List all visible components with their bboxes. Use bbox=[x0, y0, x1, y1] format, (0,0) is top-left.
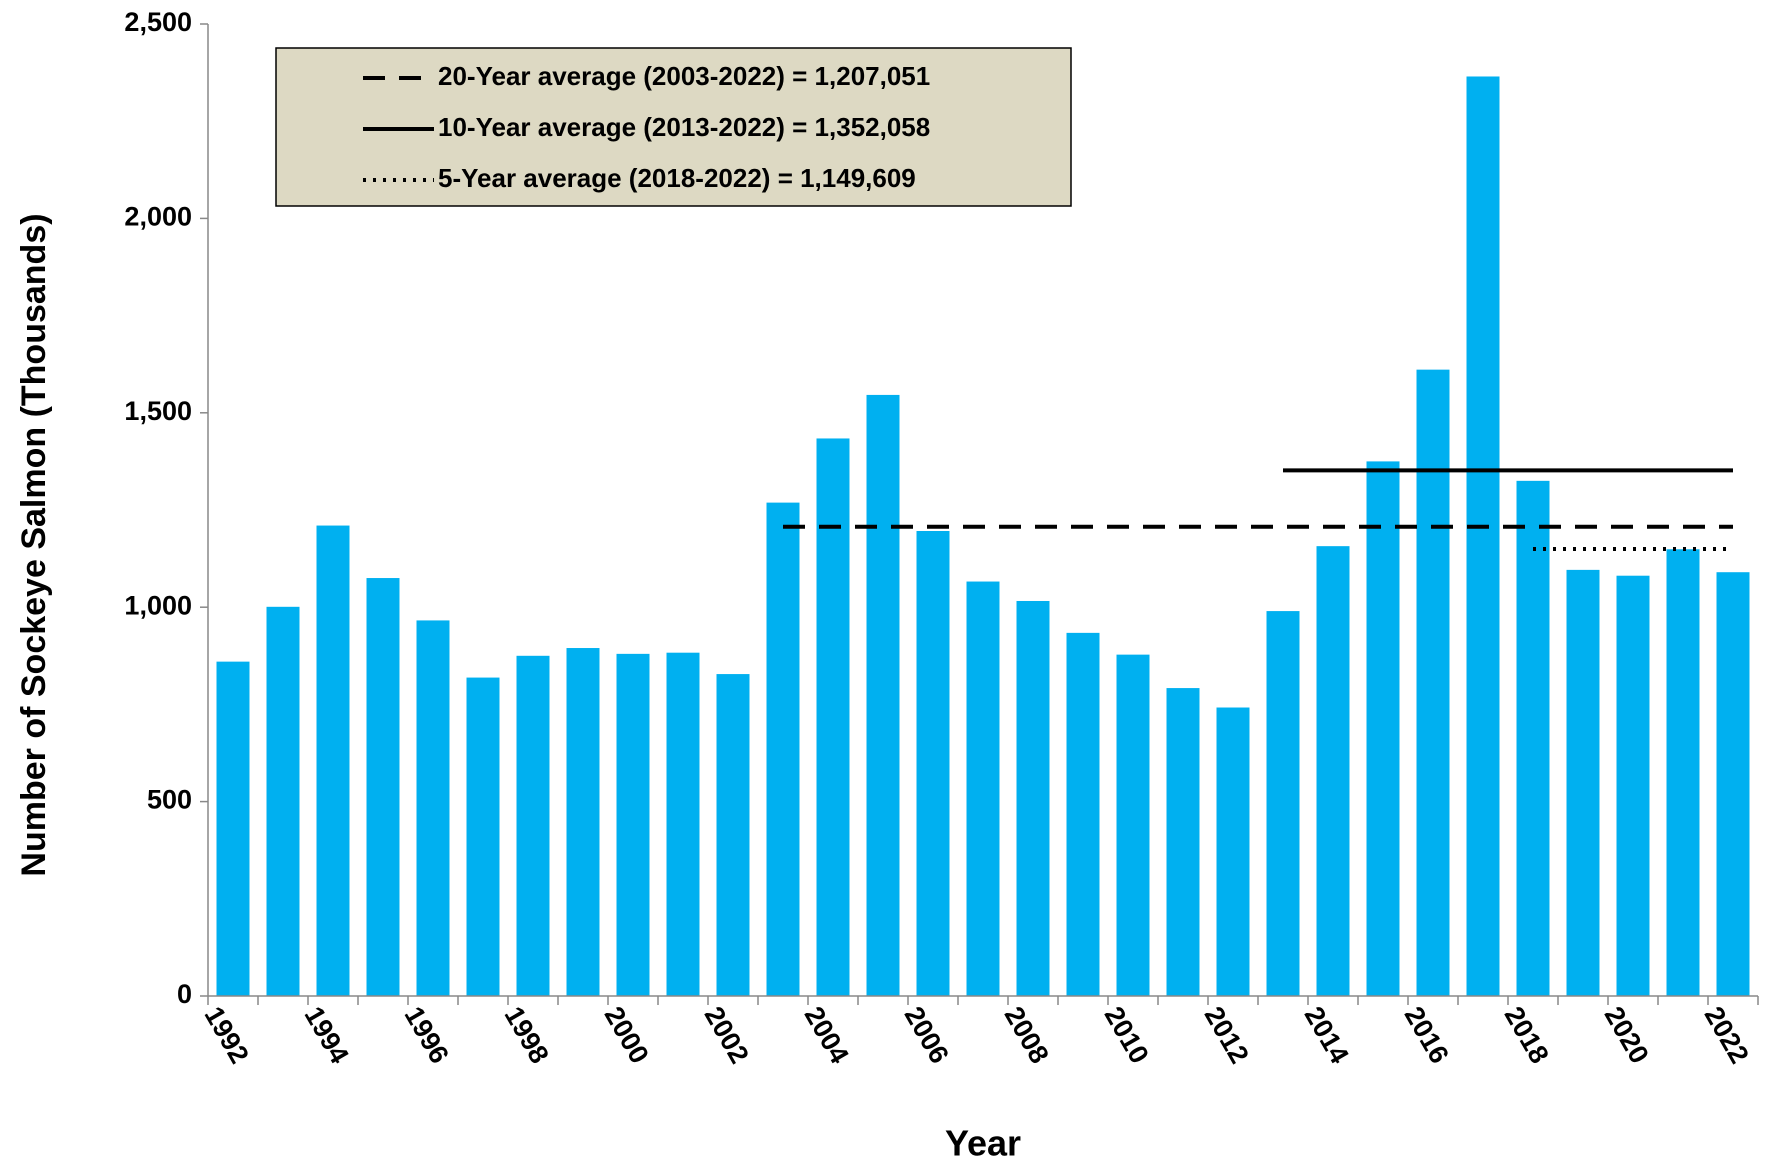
legend-label: 20-Year average (2003-2022) = 1,207,051 bbox=[438, 61, 930, 91]
bar bbox=[366, 578, 400, 996]
legend-label: 10-Year average (2013-2022) = 1,352,058 bbox=[438, 112, 930, 142]
x-tick-label: 1996 bbox=[399, 1002, 455, 1069]
bar bbox=[1216, 707, 1250, 996]
bar bbox=[916, 530, 950, 996]
bar bbox=[216, 661, 250, 996]
bar bbox=[1466, 76, 1500, 997]
bar bbox=[766, 502, 800, 996]
bar bbox=[1416, 369, 1450, 996]
bar bbox=[566, 648, 600, 996]
bar bbox=[1066, 632, 1100, 996]
y-tick-label: 500 bbox=[147, 785, 192, 815]
bar bbox=[966, 581, 1000, 996]
x-tick-label: 2018 bbox=[1499, 1002, 1555, 1069]
bar bbox=[266, 606, 300, 996]
x-tick-label: 2016 bbox=[1399, 1002, 1455, 1069]
y-tick-label: 1,000 bbox=[124, 590, 192, 620]
bar bbox=[616, 653, 650, 996]
bar bbox=[1316, 546, 1350, 996]
y-axis-label: Number of Sockeye Salmon (Thousands) bbox=[15, 213, 53, 876]
bar bbox=[1016, 600, 1050, 996]
bar bbox=[1366, 461, 1400, 996]
x-tick-label: 2012 bbox=[1199, 1002, 1255, 1069]
bar bbox=[1166, 688, 1200, 996]
bar bbox=[1266, 611, 1300, 996]
y-tick-label: 2,500 bbox=[124, 7, 192, 37]
y-tick-label: 0 bbox=[177, 979, 192, 1009]
x-tick-label: 2008 bbox=[999, 1002, 1055, 1069]
x-tick-label: 1992 bbox=[199, 1002, 255, 1069]
bar bbox=[866, 394, 900, 997]
bar bbox=[416, 620, 450, 996]
bar bbox=[716, 674, 750, 996]
bar bbox=[1116, 654, 1150, 996]
x-tick-label: 2014 bbox=[1299, 1002, 1355, 1069]
bar bbox=[516, 655, 550, 996]
bar bbox=[316, 525, 350, 996]
x-tick-label: 2006 bbox=[899, 1002, 955, 1069]
bar bbox=[666, 652, 700, 996]
x-tick-label: 2004 bbox=[799, 1002, 855, 1069]
bar bbox=[1716, 572, 1750, 996]
x-tick-label: 2000 bbox=[599, 1002, 655, 1069]
bar bbox=[1666, 549, 1700, 996]
y-tick-label: 1,500 bbox=[124, 396, 192, 426]
x-tick-label: 1998 bbox=[499, 1002, 555, 1069]
x-tick-label: 2010 bbox=[1099, 1002, 1155, 1069]
bar bbox=[466, 677, 500, 996]
legend: 20-Year average (2003-2022) = 1,207,051 1… bbox=[275, 47, 1072, 207]
bar bbox=[816, 438, 850, 996]
bar bbox=[1516, 480, 1550, 997]
y-tick-label: 2,000 bbox=[124, 202, 192, 232]
legend-label: 5-Year average (2018-2022) = 1,149,609 bbox=[438, 163, 916, 193]
x-tick-label: 2002 bbox=[699, 1002, 755, 1069]
bar bbox=[1566, 569, 1600, 996]
x-tick-label: 1994 bbox=[299, 1002, 355, 1069]
x-tick-label: 2022 bbox=[1699, 1002, 1755, 1069]
x-axis-label: Year bbox=[945, 1123, 1021, 1162]
bar bbox=[1616, 575, 1650, 996]
x-tick-label: 2020 bbox=[1599, 1002, 1655, 1069]
